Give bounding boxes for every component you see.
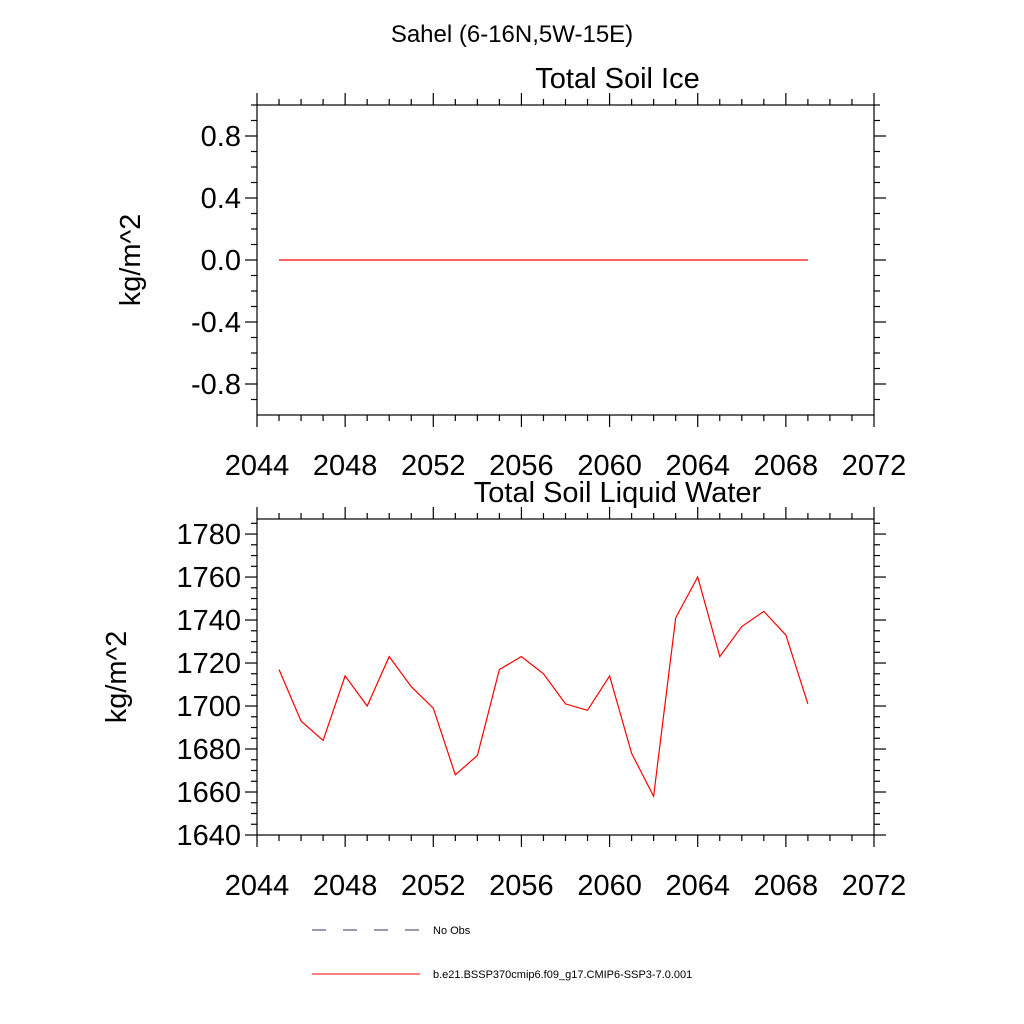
data-point: [807, 703, 809, 705]
data-point: [675, 259, 677, 261]
x-tick-label: 2064: [665, 870, 730, 902]
x-tick-label: 2048: [313, 450, 378, 482]
data-point: [366, 705, 368, 707]
y-tick-label: 1680: [176, 734, 241, 766]
data-point: [388, 656, 390, 658]
panel-total-soil-ice: Total Soil Ice 2044 2048 2052 2056 2060 2064 20…: [115, 63, 906, 482]
y-tick-label: 0.4: [201, 183, 241, 215]
panel-title: Total Soil Liquid Water: [474, 477, 762, 509]
x-tick-label: 2068: [754, 870, 819, 902]
x-tick-label: 2072: [842, 870, 907, 902]
y-tick-label: 1780: [176, 519, 241, 551]
data-point: [565, 259, 567, 261]
data-point: [499, 259, 501, 261]
data-point: [785, 634, 787, 636]
data-point: [631, 753, 633, 755]
y-tick-label: 1720: [176, 648, 241, 680]
x-tick-label: 2072: [842, 450, 907, 482]
y-tick-label: 1640: [176, 820, 241, 852]
data-point: [697, 576, 699, 578]
y-tick-label: 1660: [176, 777, 241, 809]
y-tick-label: 1700: [176, 691, 241, 723]
data-point: [653, 259, 655, 261]
data-point: [499, 669, 501, 671]
x-tick-label: 2056: [489, 450, 554, 482]
y-tick-label: 0.0: [201, 245, 241, 277]
data-point: [653, 796, 655, 798]
data-point: [543, 259, 545, 261]
data-point: [521, 656, 523, 658]
plot-frame: [256, 518, 875, 836]
data-point: [455, 259, 457, 261]
x-tick-label: 2060: [577, 870, 642, 902]
data-point: [432, 259, 434, 261]
panel-title: Total Soil Ice: [535, 63, 699, 95]
y-tick-label: -0.8: [191, 369, 241, 401]
x-tick-label: 2052: [401, 870, 466, 902]
data-point: [410, 686, 412, 688]
x-tick-label: 2044: [225, 870, 290, 902]
data-point: [675, 617, 677, 619]
x-tick-label: 2068: [754, 450, 819, 482]
x-tick-label: 2060: [577, 450, 642, 482]
series-line: [278, 575, 809, 799]
data-point: [344, 675, 346, 677]
x-tick-label: 2048: [313, 870, 378, 902]
data-point: [366, 259, 368, 261]
data-point: [300, 720, 302, 722]
data-point: [763, 611, 765, 613]
data-point: [278, 259, 280, 261]
data-point: [344, 259, 346, 261]
y-tick-label: 1760: [176, 562, 241, 594]
data-point: [278, 669, 280, 671]
data-point: [609, 675, 611, 677]
x-tick-label: 2064: [665, 450, 730, 482]
figure-suptitle: Sahel (6-16N,5W-15E): [391, 21, 633, 48]
data-point: [587, 259, 589, 261]
data-point: [609, 259, 611, 261]
data-point: [763, 259, 765, 261]
data-point: [741, 259, 743, 261]
data-point: [455, 774, 457, 776]
data-point: [565, 703, 567, 705]
x-tick-label: 2044: [225, 450, 290, 482]
data-point: [697, 259, 699, 261]
legend-label-model-run: b.e21.BSSP370cmip6.f09_g17.CMIP6-SSP3-7.…: [433, 969, 692, 981]
data-point: [521, 259, 523, 261]
data-point: [807, 259, 809, 261]
panel-total-soil-liquid-water: Total Soil Liquid Water 2044 2048 2052 2056 2…: [101, 477, 906, 902]
data-point: [300, 259, 302, 261]
data-point: [719, 656, 721, 658]
data-point: [785, 259, 787, 261]
legend: No Obs b.e21.BSSP370cmip6.f09_g17.CMIP6-…: [312, 925, 692, 981]
data-point: [741, 626, 743, 628]
data-point: [432, 707, 434, 709]
data-point: [587, 710, 589, 712]
data-point: [322, 740, 324, 742]
y-tick-label: 0.8: [201, 121, 241, 153]
data-point: [388, 259, 390, 261]
y-tick-label: -0.4: [191, 307, 241, 339]
y-axis-label: kg/m^2: [101, 631, 133, 724]
data-point: [719, 259, 721, 261]
data-point: [631, 259, 633, 261]
y-axis-label: kg/m^2: [115, 214, 147, 307]
data-point: [543, 673, 545, 675]
data-point: [477, 755, 479, 757]
data-point: [410, 259, 412, 261]
data-point: [322, 259, 324, 261]
legend-label-no-obs: No Obs: [433, 925, 471, 937]
data-point: [477, 259, 479, 261]
y-tick-label: 1740: [176, 605, 241, 637]
x-tick-label: 2056: [489, 870, 554, 902]
x-tick-label: 2052: [401, 450, 466, 482]
